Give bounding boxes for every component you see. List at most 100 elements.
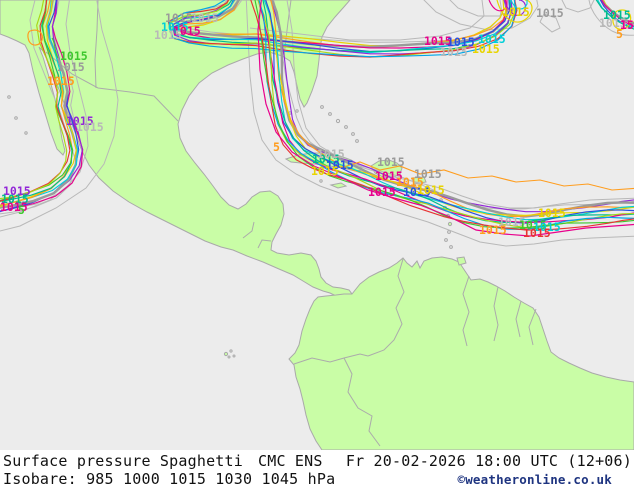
land-north-america — [0, 0, 353, 298]
island-speck — [232, 354, 236, 358]
pressure-label: 1015 — [3, 184, 31, 198]
isobar-outlier-gray — [0, 0, 119, 232]
isobar-member-pacific-coast-bundle — [0, 0, 68, 200]
pressure-label: 1015 — [368, 185, 396, 199]
island-speck — [7, 95, 11, 99]
island-speck — [335, 118, 341, 124]
pressure-label: 1015 — [519, 218, 547, 232]
country-border — [343, 357, 381, 447]
pressure-label: 1015 — [1, 192, 29, 206]
pressure-label: 1015 — [311, 164, 339, 178]
pressure-label: 1015 — [396, 175, 424, 189]
pressure-label: 1015 — [191, 11, 219, 25]
pressure-label: 15 — [620, 18, 634, 32]
pressure-label: 1015 — [472, 42, 500, 56]
isobar-member-extra — [488, 0, 508, 12]
pressure-label: 1015 — [536, 6, 564, 20]
island-speck — [320, 105, 324, 109]
isobar-outlier-gray — [561, 0, 595, 13]
pressure-label: 1015 — [417, 183, 445, 197]
island-speck — [295, 109, 299, 113]
pressure-label: 1015 — [66, 114, 94, 128]
country-border — [528, 308, 537, 346]
island-speck — [355, 139, 359, 143]
pressure-label: 1015 — [424, 34, 452, 48]
isobar-member-us-hook-atlantic-bundle — [178, 0, 505, 47]
isobar-member-extra — [257, 0, 634, 237]
pressure-label: 1015 — [60, 49, 88, 63]
isobar-member-pacific-coast-bundle — [0, 0, 79, 207]
pressure-label: 1015 — [161, 20, 189, 34]
model-name: CMC ENS — [258, 452, 323, 470]
island-speck — [223, 351, 229, 357]
pressure-label: 1015 — [603, 8, 631, 22]
land-south-america — [288, 256, 634, 450]
land-jamaica — [329, 182, 348, 189]
isobar-member-pacific-coast-bundle — [0, 0, 79, 209]
island-speck — [447, 221, 453, 227]
pressure-label: 1015 — [502, 5, 530, 19]
pressure-label: 1015 — [165, 11, 193, 25]
pressure-label: 1015 — [47, 74, 75, 88]
pressure-label: 1015 — [447, 35, 475, 49]
pressure-label: 1015 — [154, 28, 182, 42]
pressure-label: 1015 — [317, 147, 345, 161]
isobar-member-us-hook-atlantic-bundle — [175, 0, 508, 49]
isobar-legend: Isobare: 985 1000 1015 1030 1045 hPa — [3, 470, 336, 488]
product-title: Surface pressure Spaghetti — [3, 452, 243, 470]
pressure-label: 1015 — [57, 60, 85, 74]
isobar-outlier-gray — [539, 13, 561, 33]
pressure-label: 1015 — [498, 215, 526, 229]
island-speck — [449, 245, 453, 249]
pressure-label: 1015 — [375, 169, 403, 183]
isobar-member-extra — [612, 9, 632, 30]
island-speck — [444, 238, 448, 242]
pressure-label: 5 — [273, 140, 280, 154]
pressure-label: 5 — [616, 27, 623, 41]
pressure-label: 1015 — [76, 120, 104, 134]
island-speck — [344, 125, 348, 129]
isobar-outlier-gray — [245, 0, 634, 247]
isobar-member-gulf-caribbean-bundle — [258, 0, 634, 230]
pressure-label: 1015 — [312, 152, 340, 166]
island-speck — [227, 355, 231, 359]
pressure-label: 1015 — [414, 167, 442, 181]
isobar-member-extra — [51, 37, 59, 59]
isobar-member-gulf-caribbean-bundle — [262, 0, 634, 224]
copyright-watermark: ©weatheronline.co.uk — [457, 472, 612, 487]
country-border — [94, 0, 99, 89]
pressure-label: 5 — [18, 203, 25, 217]
isobar-member-extra — [27, 29, 43, 46]
island-speck — [328, 112, 332, 116]
pressure-label: 1015 — [403, 185, 431, 199]
island-speck — [351, 132, 355, 136]
island-speck — [319, 179, 323, 183]
isobar-member-pacific-coast-bundle — [0, 0, 71, 202]
pressure-label: 1015 — [538, 206, 566, 220]
pressure-label: 1015 — [0, 200, 28, 214]
land-trinidad — [456, 256, 467, 266]
island-speck — [24, 131, 28, 135]
isobar-member-gulf-caribbean-bundle — [257, 0, 634, 223]
country-border — [462, 275, 470, 347]
pressure-label: 1015 — [440, 45, 468, 59]
footer-bar: Surface pressure Spaghetti CMC ENS Fr 20… — [0, 450, 634, 490]
country-border — [242, 221, 255, 239]
island-speck — [229, 349, 233, 353]
country-border — [493, 286, 499, 342]
isobar-outlier-gray — [249, 0, 485, 41]
pressure-label: 1015 — [478, 32, 506, 46]
weather-map: 1015101510151015101510151015101510151015… — [0, 0, 634, 450]
isobar-member-gulf-caribbean-bundle — [265, 0, 634, 216]
country-border — [367, 258, 405, 357]
isobar-member-extra — [503, 0, 527, 17]
pressure-label: 1015 — [599, 16, 627, 30]
pressure-label: 1015 — [523, 226, 551, 240]
country-border — [257, 239, 272, 249]
isobar-member-extra — [496, 0, 533, 23]
isobar-member-northeast-corner-bundle — [600, 0, 634, 27]
country-border — [515, 300, 522, 338]
isobar-member-gulf-caribbean-bundle — [273, 0, 634, 210]
island-speck — [14, 116, 18, 120]
